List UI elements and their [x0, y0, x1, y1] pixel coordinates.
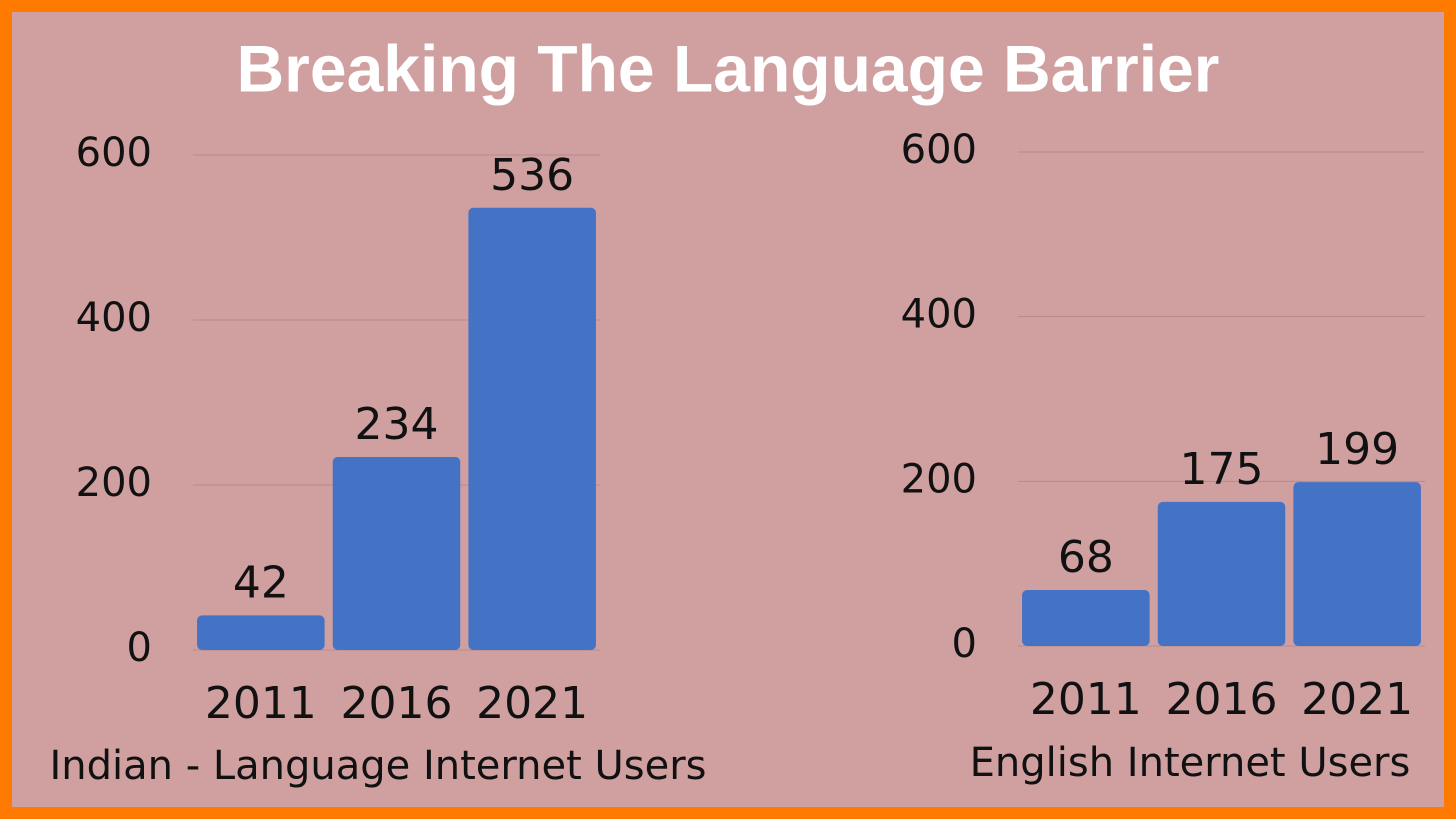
- bar: [197, 615, 325, 650]
- y-tick-label: 0: [127, 625, 152, 671]
- value-label: 68: [1058, 532, 1114, 583]
- value-label: 234: [355, 399, 439, 450]
- value-label: 175: [1180, 444, 1264, 495]
- value-label: 536: [490, 150, 574, 201]
- x-tick-label: 2011: [205, 678, 317, 729]
- x-tick-label: 2011: [1030, 674, 1142, 725]
- bar: [332, 456, 461, 650]
- y-tick-label: 0: [952, 621, 977, 667]
- bar: [1293, 482, 1421, 646]
- title: Breaking The Language Barrier: [237, 31, 1220, 105]
- x-tick-label: 2021: [1301, 674, 1413, 725]
- y-tick-label: 600: [76, 130, 152, 176]
- y-tick-label: 200: [901, 456, 977, 502]
- y-tick-label: 400: [901, 292, 977, 338]
- value-label: 199: [1315, 424, 1399, 475]
- y-tick-label: 400: [76, 295, 152, 341]
- x-axis-title: Indian - Language Internet Users: [49, 743, 706, 789]
- y-tick-label: 600: [901, 127, 977, 173]
- bar: [1157, 501, 1286, 646]
- y-tick-label: 200: [76, 460, 152, 506]
- value-label: 42: [233, 557, 289, 608]
- x-tick-label: 2021: [476, 678, 588, 729]
- x-tick-label: 2016: [1166, 674, 1278, 725]
- bar: [1022, 590, 1150, 646]
- x-axis-title: English Internet Users: [970, 740, 1411, 786]
- bar: [468, 207, 596, 651]
- x-tick-label: 2016: [341, 678, 453, 729]
